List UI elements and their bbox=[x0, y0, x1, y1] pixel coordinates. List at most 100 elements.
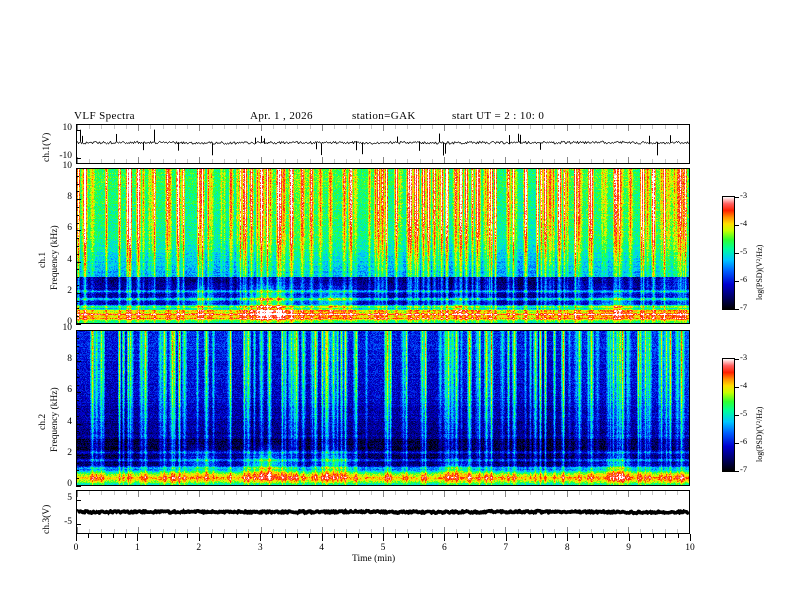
xtick-minor bbox=[678, 534, 679, 538]
xtick-label-5: 5 bbox=[380, 543, 386, 553]
ytick-mark bbox=[76, 500, 81, 501]
xtick-label-7: 7 bbox=[503, 543, 509, 553]
colorbar-ch2-label: log(PSD)(V²/Hz) bbox=[755, 406, 764, 462]
ytick-minor bbox=[76, 285, 79, 286]
ytick-ch1-0: 0 bbox=[67, 317, 72, 327]
ytick-minor bbox=[76, 408, 79, 409]
xtick-major bbox=[690, 534, 691, 541]
colorbar-ch1-label: log(PSD)(V²/Hz) bbox=[755, 244, 764, 300]
cb2tick--7: -7 bbox=[740, 464, 748, 474]
xtick-minor bbox=[457, 534, 458, 538]
xtick-minor bbox=[174, 534, 175, 538]
xtick-minor bbox=[101, 534, 102, 538]
ytick-minor bbox=[76, 301, 79, 302]
ytick-mark bbox=[76, 392, 81, 393]
xtick-major bbox=[444, 534, 445, 541]
ytick-minor bbox=[76, 463, 79, 464]
ytick-minor bbox=[76, 470, 79, 471]
xtick-minor bbox=[395, 534, 396, 538]
xtick-minor bbox=[616, 534, 617, 538]
ytick-mark bbox=[76, 330, 81, 331]
xtick-minor bbox=[481, 534, 482, 538]
cb1tick--6: -6 bbox=[740, 274, 748, 284]
xtick-minor bbox=[592, 534, 593, 538]
ytick-ch3-volt-neg5: -5 bbox=[64, 517, 72, 528]
ytick-ch2-2: 2 bbox=[67, 447, 72, 458]
xtick-minor bbox=[358, 534, 359, 538]
xtick-minor bbox=[346, 534, 347, 538]
colorbar-tick-mark bbox=[735, 225, 739, 226]
panel-ch3-voltage bbox=[76, 490, 690, 534]
ytick-mark bbox=[76, 324, 81, 325]
ytick-minor bbox=[76, 223, 79, 224]
cb2tick--5: -5 bbox=[740, 408, 748, 418]
xtick-minor bbox=[162, 534, 163, 538]
xtick-minor bbox=[309, 534, 310, 538]
xtick-minor bbox=[211, 534, 212, 538]
colorbar-ch1 bbox=[722, 196, 735, 310]
panel-ch1-spectrogram bbox=[76, 168, 690, 324]
xtick-major bbox=[199, 534, 200, 541]
ytick-ch2-8: 8 bbox=[67, 354, 72, 365]
ytick-minor bbox=[76, 238, 79, 239]
axis-label-ch3-volt: ch.3(V) bbox=[42, 504, 52, 534]
colorbar-tick-mark bbox=[735, 443, 739, 444]
ytick-mark bbox=[76, 199, 81, 200]
xtick-major bbox=[567, 534, 568, 541]
colorbar-tick-mark bbox=[735, 359, 739, 360]
plot-title-start-ut: start UT = 2 : 10: 0 bbox=[452, 110, 545, 122]
ytick-minor bbox=[76, 369, 79, 370]
ytick-minor bbox=[76, 346, 79, 347]
ytick-mark bbox=[76, 293, 81, 294]
xtick-minor bbox=[187, 534, 188, 538]
ytick-ch2-0: 0 bbox=[67, 479, 72, 489]
xtick-major bbox=[629, 534, 630, 541]
xtick-minor bbox=[543, 534, 544, 538]
xtick-minor bbox=[530, 534, 531, 538]
colorbar-tick-mark bbox=[735, 309, 739, 310]
colorbar-tick-mark bbox=[735, 415, 739, 416]
xtick-minor bbox=[236, 534, 237, 538]
ytick-ch1-4: 4 bbox=[67, 254, 72, 265]
ytick-minor bbox=[76, 316, 79, 317]
xtick-label-10: 10 bbox=[685, 543, 695, 553]
colorbar-tick-mark bbox=[735, 197, 739, 198]
ytick-ch1-volt-10: 10 bbox=[62, 122, 73, 133]
xtick-minor bbox=[285, 534, 286, 538]
xtick-minor bbox=[641, 534, 642, 538]
ytick-mark bbox=[76, 262, 81, 263]
ytick-minor bbox=[76, 416, 79, 417]
xtick-minor bbox=[334, 534, 335, 538]
ytick-ch1-8: 8 bbox=[67, 192, 72, 203]
xtick-minor bbox=[408, 534, 409, 538]
ytick-mark bbox=[76, 424, 81, 425]
xtick-major bbox=[137, 534, 138, 541]
xtick-label-1: 1 bbox=[135, 543, 140, 553]
colorbar-tick-mark bbox=[735, 471, 739, 472]
ytick-ch1-10: 10 bbox=[62, 161, 73, 171]
ytick-mark bbox=[76, 361, 81, 362]
cb2tick--6: -6 bbox=[740, 436, 748, 446]
xtick-major bbox=[76, 534, 77, 541]
ytick-ch2-4: 4 bbox=[67, 416, 72, 427]
ytick-minor bbox=[76, 215, 79, 216]
ytick-minor bbox=[76, 269, 79, 270]
cb1tick--7: -7 bbox=[740, 302, 748, 312]
ytick-mark bbox=[76, 524, 81, 525]
ytick-ch1-2: 2 bbox=[67, 285, 72, 296]
xtick-minor bbox=[653, 534, 654, 538]
ytick-minor bbox=[76, 207, 79, 208]
ytick-mark bbox=[76, 486, 81, 487]
xtick-label-4: 4 bbox=[319, 543, 324, 553]
ytick-minor bbox=[76, 385, 79, 386]
plot-title-station: station=GAK bbox=[352, 110, 416, 122]
axis-label-time: Time (min) bbox=[352, 554, 396, 564]
ytick-ch1-volt-neg10: -10 bbox=[59, 151, 72, 162]
axis-label-ch1-volt: ch.1(V) bbox=[42, 132, 52, 162]
ytick-minor bbox=[76, 246, 79, 247]
ytick-mark bbox=[76, 130, 81, 131]
colorbar-ch2 bbox=[722, 358, 735, 472]
xtick-minor bbox=[665, 534, 666, 538]
xtick-major bbox=[383, 534, 384, 541]
